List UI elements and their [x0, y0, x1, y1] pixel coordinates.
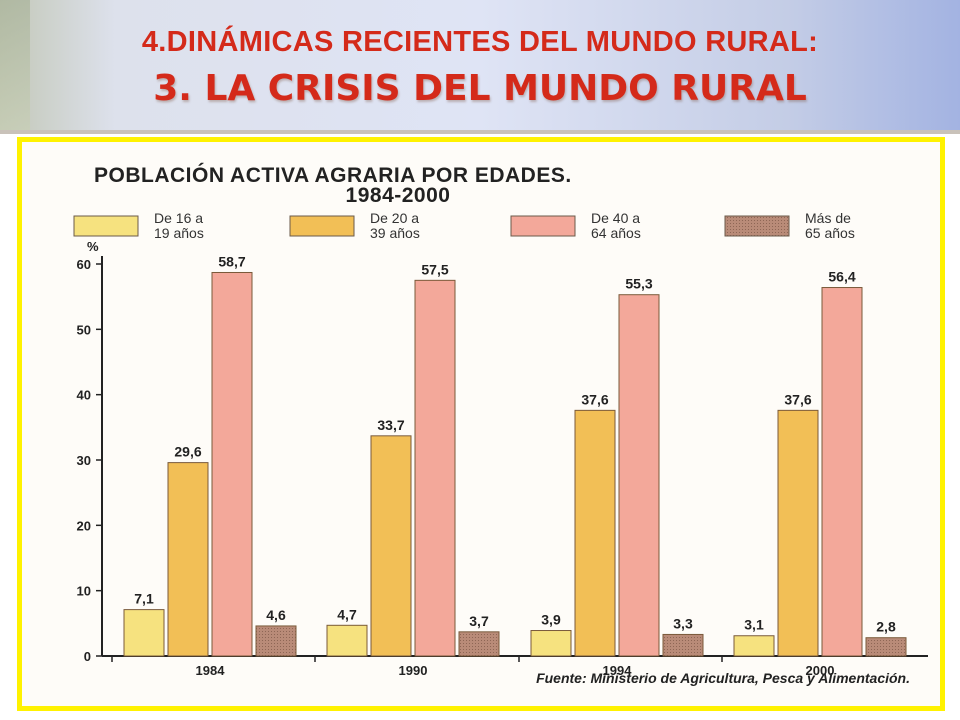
value-label-2000-series-4: 2,8 [876, 619, 896, 635]
x-tick-label-1984: 1984 [196, 663, 226, 678]
value-label-2000-series-2: 37,6 [784, 391, 811, 407]
chart-legend: De 16 a19 años De 20 a39 años De 40 a64 añ… [73, 210, 855, 241]
value-label-1984-series-4: 4,6 [266, 607, 286, 623]
legend-label-2-line1: De 20 a [370, 210, 419, 226]
value-label-1990-series-2: 33,7 [377, 417, 404, 433]
header-divider [0, 130, 960, 134]
bar-1984-series-2 [167, 462, 209, 657]
value-label-1984-series-2: 29,6 [174, 444, 201, 460]
legend-label-3-line2: 64 años [591, 225, 641, 241]
y-tick-label-30: 30 [77, 453, 91, 468]
value-label-1994-series-4: 3,3 [673, 615, 693, 631]
value-label-1990-series-4: 3,7 [469, 613, 489, 629]
value-label-1984-series-1: 7,1 [134, 591, 154, 607]
header-accent-strip [0, 0, 30, 134]
bar-2000-series-1 [733, 635, 775, 657]
legend-label-3-line1: De 40 a [591, 210, 640, 226]
chart-bars [123, 271, 907, 657]
chart-value-labels: 7,1 29,6 58,7 4,6 4,7 33,7 57,5 3,7 3,9 37,6 55,3 3… [134, 253, 896, 634]
chart-frame: POBLACIÓN ACTIVA AGRARIA POR EDADES. 198… [17, 137, 945, 711]
bar-1994-series-3 [618, 294, 660, 657]
chart-title-line1: POBLACIÓN ACTIVA AGRARIA POR EDADES. [94, 163, 572, 187]
slide-title: 4.DINÁMICAS RECIENTES DEL MUNDO RURAL: [141, 26, 819, 58]
bar-1990-series-4 [458, 631, 500, 657]
slide-header: 4.DINÁMICAS RECIENTES DEL MUNDO RURAL: 3… [0, 0, 960, 134]
slide-subtitle: 3. LA CRISIS DEL MUNDO RURAL [153, 68, 807, 109]
y-tick-label-10: 10 [77, 584, 91, 599]
x-tick-label-2000: 2000 [806, 663, 835, 678]
value-label-1990-series-3: 57,5 [421, 261, 448, 277]
legend-label-1-line1: De 16 a [154, 210, 203, 226]
bar-2000-series-2 [777, 409, 819, 657]
y-tick-label-20: 20 [77, 518, 91, 533]
y-axis-label: % [87, 239, 99, 254]
legend-label-4-line1: Más de [805, 210, 851, 226]
bar-1994-series-2 [574, 409, 616, 657]
value-label-2000-series-1: 3,1 [744, 617, 764, 633]
legend-swatch-3 [510, 215, 576, 237]
legend-swatch-4 [724, 215, 790, 237]
bar-1994-series-4 [662, 633, 704, 657]
x-axis-ticks: 1984 1990 1994 2000 [111, 656, 835, 678]
y-tick-label-0: 0 [84, 649, 91, 664]
bar-1990-series-1 [326, 624, 368, 657]
legend-swatch-1 [73, 215, 139, 237]
y-tick-label-50: 50 [77, 322, 91, 337]
value-label-1994-series-3: 55,3 [625, 276, 652, 292]
y-tick-label-40: 40 [77, 388, 91, 403]
x-tick-label-1994: 1994 [603, 663, 633, 678]
value-label-1994-series-2: 37,6 [581, 391, 608, 407]
y-tick-label-60: 60 [77, 257, 91, 272]
bar-2000-series-4 [865, 637, 907, 657]
value-label-1990-series-1: 4,7 [337, 606, 357, 622]
value-label-1994-series-1: 3,9 [541, 612, 561, 628]
bar-1984-series-1 [123, 609, 165, 657]
legend-swatch-2 [289, 215, 355, 237]
legend-label-4-line2: 65 años [805, 225, 855, 241]
x-tick-label-1990: 1990 [399, 663, 428, 678]
legend-label-1-line2: 19 años [154, 225, 204, 241]
bar-1984-series-4 [255, 625, 297, 657]
legend-label-2-line2: 39 años [370, 225, 420, 241]
value-label-2000-series-3: 56,4 [828, 269, 855, 285]
bar-1984-series-3 [211, 271, 253, 657]
chart-source-note: Fuente: Ministerio de Agricultura, Pesca… [536, 670, 910, 686]
bar-1994-series-1 [530, 630, 572, 657]
bar-1990-series-3 [414, 279, 456, 657]
bar-1990-series-2 [370, 435, 412, 657]
bar-chart: POBLACIÓN ACTIVA AGRARIA POR EDADES. 198… [73, 163, 928, 686]
value-label-1984-series-3: 58,7 [218, 253, 245, 269]
chart-title-line2: 1984-2000 [346, 184, 451, 207]
bar-2000-series-3 [821, 287, 863, 657]
